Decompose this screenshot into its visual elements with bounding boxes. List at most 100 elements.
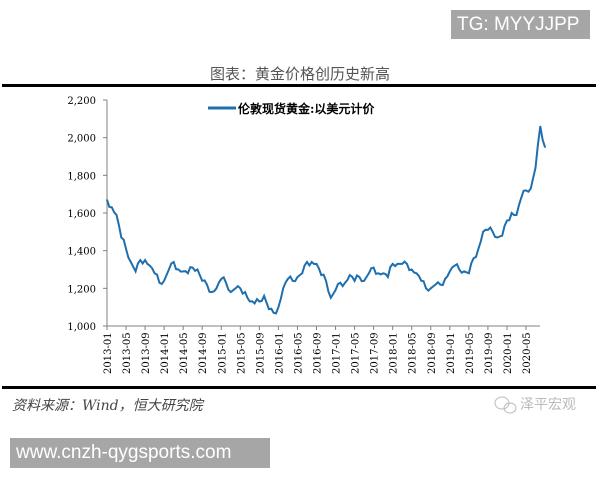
data-point — [277, 306, 280, 308]
data-point — [544, 146, 546, 148]
data-point — [325, 280, 327, 282]
data-point — [444, 278, 446, 280]
data-point — [477, 247, 480, 250]
data-point — [525, 189, 527, 192]
data-point — [487, 229, 489, 231]
data-point — [449, 270, 451, 273]
x-tick-label: 2015-09 — [255, 332, 266, 374]
data-point — [229, 291, 232, 293]
data-point — [396, 263, 399, 265]
data-point — [177, 268, 180, 271]
y-tick-label: 1,000 — [67, 322, 96, 333]
x-tick-label: 2017-05 — [351, 332, 362, 374]
data-point — [339, 281, 342, 284]
x-tick-label: 2020-05 — [522, 332, 533, 374]
data-point — [401, 263, 404, 265]
series-line-gold — [106, 126, 546, 315]
x-tick-label: 2013-09 — [141, 332, 152, 374]
x-tick-label: 2020-01 — [503, 332, 514, 374]
data-point — [539, 125, 542, 128]
y-tick-label: 1,400 — [67, 247, 96, 258]
data-point — [187, 272, 189, 275]
data-point — [206, 283, 208, 286]
x-tick-label: 2018-09 — [427, 332, 438, 374]
data-point — [372, 266, 375, 269]
data-point — [358, 276, 361, 278]
data-point — [263, 295, 265, 297]
data-point — [496, 236, 499, 239]
data-point — [282, 287, 284, 290]
data-point — [239, 287, 242, 290]
x-tick-label: 2018-05 — [408, 332, 419, 374]
data-point — [453, 264, 456, 267]
data-point — [168, 268, 170, 271]
data-point — [163, 280, 165, 282]
data-point — [149, 264, 151, 267]
data-point — [182, 270, 184, 273]
data-point — [482, 231, 484, 233]
data-point — [306, 261, 308, 263]
data-point — [363, 280, 365, 282]
data-point — [434, 283, 437, 286]
x-tick-label: 2016-01 — [274, 332, 285, 374]
data-point — [468, 272, 470, 275]
data-point — [387, 276, 389, 278]
data-point — [287, 278, 289, 280]
x-tick-label: 2014-01 — [160, 332, 171, 374]
data-point — [491, 231, 494, 233]
x-tick-label: 2019-09 — [484, 332, 495, 374]
data-point — [106, 199, 108, 201]
x-tick-label: 2017-09 — [370, 332, 381, 374]
data-point — [296, 276, 299, 278]
data-point — [225, 281, 227, 284]
watermark-top: TG: MYYJJPP — [451, 10, 590, 39]
data-point — [334, 289, 337, 292]
data-point — [196, 268, 199, 271]
data-point — [301, 272, 304, 275]
data-point — [144, 259, 146, 261]
x-tick-label: 2016-09 — [313, 332, 324, 374]
x-tick-label: 2014-09 — [198, 332, 209, 374]
data-point — [130, 261, 132, 263]
x-tick-label: 2019-05 — [465, 332, 476, 374]
x-tick-label: 2016-05 — [293, 332, 304, 374]
watermark-url: www.cnzh-qygsports.com — [10, 438, 270, 468]
data-point — [463, 270, 465, 273]
y-tick-label: 1,200 — [67, 284, 96, 295]
data-point — [153, 272, 156, 275]
wechat-brand: 泽平宏观 — [520, 397, 576, 413]
data-point — [234, 287, 237, 290]
data-point — [172, 261, 175, 263]
data-point — [268, 308, 270, 310]
top-rule — [2, 84, 596, 87]
y-tick-label: 1,800 — [67, 171, 96, 182]
x-tick-label: 2019-01 — [446, 332, 457, 374]
y-tick-label: 2,200 — [67, 96, 96, 107]
source-note: 资料来源：Wind，恒大研究院 — [12, 398, 205, 414]
data-point — [272, 312, 275, 314]
data-point — [415, 272, 418, 275]
data-point — [115, 214, 118, 216]
data-point — [258, 300, 261, 303]
data-point — [406, 263, 408, 265]
data-point — [377, 272, 380, 275]
data-point — [501, 234, 503, 237]
data-point — [315, 263, 318, 265]
data-point — [215, 287, 218, 290]
data-point — [134, 270, 137, 273]
data-point — [210, 291, 213, 293]
data-point — [439, 283, 442, 286]
data-point — [353, 280, 356, 282]
data-point — [515, 214, 518, 216]
data-point — [520, 197, 523, 199]
data-point — [320, 274, 323, 276]
data-point — [329, 296, 332, 299]
x-tick-label: 2017-01 — [332, 332, 343, 374]
data-point — [291, 280, 294, 282]
x-tick-label: 2014-05 — [179, 332, 190, 374]
data-point — [458, 268, 461, 271]
data-point — [420, 280, 423, 282]
bottom-rule — [2, 386, 596, 389]
data-point — [139, 259, 142, 261]
data-point — [510, 212, 513, 214]
